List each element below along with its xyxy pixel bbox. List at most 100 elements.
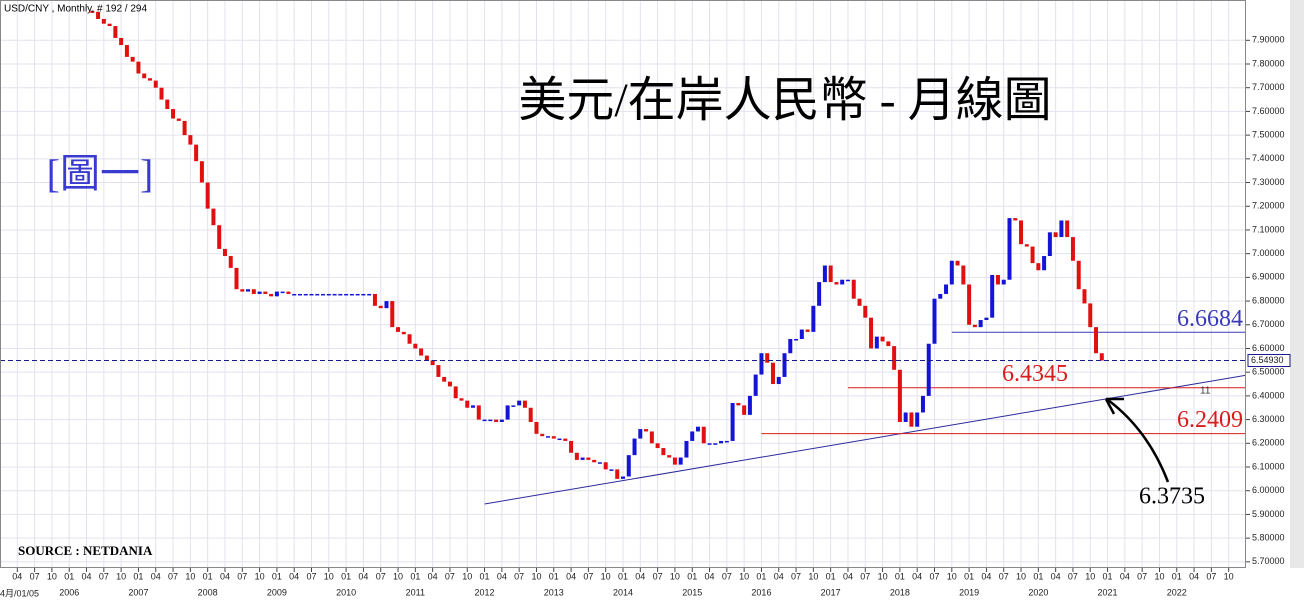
candle [153,80,158,88]
candle [817,282,822,306]
candle [1001,279,1006,285]
candle [851,279,856,299]
candle [978,320,983,328]
candle [419,348,424,356]
x-tick-label: 07 [1137,571,1147,581]
x-tick-label: 07 [999,571,1009,581]
candle [736,403,741,406]
x-tick-label: 04 [289,571,299,581]
level-label: 6.4345 [1002,361,1068,387]
candle [332,293,337,296]
x-tick-label: 04 [497,571,507,581]
candle [661,448,666,456]
x-tick-label: 10 [1224,571,1234,581]
candle [90,10,95,13]
x-tick-label: 04 [843,571,853,581]
candle [719,440,724,444]
chart-title: 美元/在岸人民幣 - 月線圖 [518,74,1051,127]
candle [453,386,458,399]
candle [113,26,118,38]
level-label: 6.2409 [1177,407,1243,433]
candle [482,419,487,422]
x-tick-label: 10 [462,571,472,581]
candle [303,293,308,296]
x-tick-label: 07 [1068,571,1078,581]
source: SOURCE : NETDANIA [18,543,153,558]
x-tick-label: 10 [47,571,57,581]
x-tick-label: 10 [531,571,541,581]
x-tick-label: 07 [653,571,663,581]
candle [228,256,233,268]
candle [240,289,245,292]
candle [384,301,389,309]
candle [926,343,931,396]
year-label: 2007 [128,587,148,597]
year-label: 2008 [198,587,218,597]
x-tick-label: 01 [203,571,213,581]
x-tick-label: 10 [601,571,611,581]
candle [742,405,747,415]
candle [309,293,314,296]
x-tick-label: 01 [1103,571,1113,581]
x-tick-label: 10 [947,571,957,581]
x-tick-label: 01 [272,571,282,581]
candle [246,289,251,292]
candle [413,343,418,349]
candle [834,282,839,285]
candle [546,436,551,438]
year-label: 2006 [59,587,79,597]
x-tick-label: 07 [1206,571,1216,581]
x-tick-label: 04 [705,571,715,581]
y-tick-label: 7.00000 [1252,248,1285,258]
candle [372,293,377,306]
candle [1065,220,1070,238]
candle [407,334,412,344]
candle [1070,237,1075,261]
year-label: 2011 [406,587,425,597]
y-tick-label: 6.00000 [1252,485,1285,495]
y-tick-label: 7.40000 [1252,153,1285,163]
scrollbar [1290,0,1304,568]
candle [580,457,585,460]
x-tick-label: 10 [1016,571,1026,581]
y-tick-label: 6.50000 [1252,367,1285,377]
candle [142,73,147,79]
year-label: 2009 [267,587,287,597]
y-tick-label: 6.60000 [1252,343,1285,353]
x-tick-label: 04 [635,571,645,581]
candle [984,317,989,321]
candle [1053,232,1058,238]
candle [211,208,216,226]
candle [378,305,383,309]
candle [1019,220,1024,245]
candle [765,353,770,363]
year-label: 2012 [475,587,495,597]
candle [822,265,827,283]
candle [880,336,885,342]
candle [176,118,181,121]
x-tick-label: 07 [30,571,40,581]
candle [638,429,643,439]
candle [845,279,850,282]
candle [171,109,176,119]
candle [776,376,781,385]
candle [794,338,799,341]
candle [442,376,447,382]
x-tick-label: 07 [722,571,732,581]
candle [269,293,274,297]
y-tick-label: 6.70000 [1252,319,1285,329]
candle [730,403,735,441]
candle [707,443,712,445]
x-tick-label: 07 [929,571,939,581]
y-tick-label: 7.80000 [1252,58,1285,68]
candle [101,18,106,24]
y-tick-label: 7.60000 [1252,106,1285,116]
candle [955,260,960,266]
candle [892,346,897,370]
x-tick-label: 07 [168,571,178,581]
candle [274,291,279,297]
candle [234,267,239,290]
x-tick-label: 01 [480,571,490,581]
candle [1088,303,1093,328]
